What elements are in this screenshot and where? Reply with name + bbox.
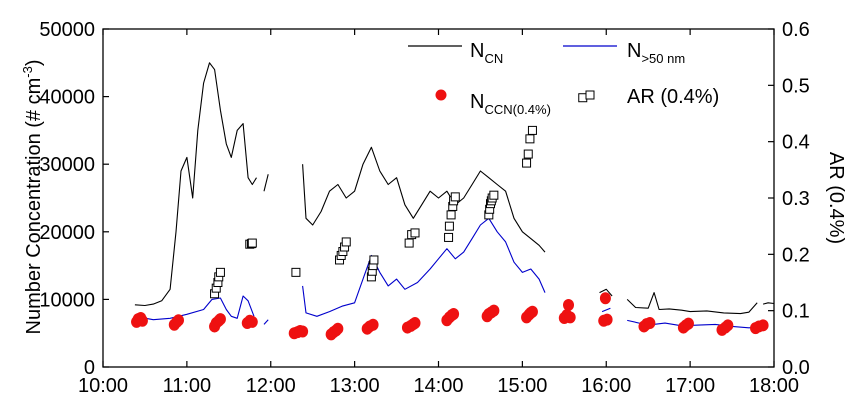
legend: NCN N>50 nm NCCN(0.4%) AR (0.4%): [408, 40, 719, 117]
x-tick-label: 11:00: [163, 375, 212, 397]
series-n_50-segment: [302, 217, 546, 317]
ar-point: [446, 210, 456, 220]
y-right-tick-label: 0.1: [782, 301, 810, 323]
y-right-tick-label: 0.3: [782, 188, 810, 210]
ccn-point: [599, 292, 611, 305]
series-n_cn-segment: [599, 288, 613, 297]
y-left-tick-label: 20000: [39, 222, 95, 244]
axis-ticks: 10:00 11:00 12:00 13:00 14:00 15:00 16:00 17:00…: [39, 19, 809, 397]
x-tick-label: 14:00: [413, 375, 463, 397]
legend-n-ccn-main: N: [470, 91, 484, 113]
legend-n-cn-label: NCN: [470, 40, 503, 66]
legend-n-ccn-marker: [435, 89, 447, 101]
ar-point: [523, 149, 533, 159]
ar-point: [525, 134, 535, 144]
x-tick-label: 16:00: [581, 375, 631, 397]
ar-point: [522, 158, 532, 168]
legend-n-ccn-label: NCCN(0.4%): [470, 91, 551, 117]
ar-point: [444, 221, 454, 231]
series-n_50-segment: [601, 307, 611, 313]
ar-point: [341, 237, 351, 247]
ar-point: [369, 255, 379, 265]
ar-point: [489, 190, 499, 200]
series-n_cn-segment: [134, 62, 257, 307]
legend-ar-marker: [585, 90, 595, 100]
plot-area: [102, 28, 775, 368]
ar-point: [404, 238, 414, 248]
series-n_cn-segment: [302, 146, 546, 253]
y-left-tick-label: 40000: [39, 87, 95, 109]
series-n_cn-segment: [762, 302, 775, 305]
legend-n-50-main: N: [627, 40, 641, 62]
legend-n-ccn-sub: CCN(0.4%): [484, 102, 550, 117]
ar-point: [215, 267, 225, 277]
ccn-point: [757, 319, 769, 332]
y-left-tick-label: 30000: [39, 154, 95, 176]
x-tick-label: 13:00: [330, 375, 380, 397]
y-left-tick-label: 0: [84, 357, 95, 379]
y-right-tick-label: 0.0: [782, 357, 810, 379]
ar-point: [444, 232, 454, 242]
ccn-point: [644, 317, 656, 330]
legend-ar-label: AR (0.4%): [627, 86, 719, 108]
y-right-tick-label: 0.2: [782, 244, 810, 266]
y-right-tick-label: 0.5: [782, 75, 810, 97]
y-left-tick-label: 10000: [39, 289, 95, 311]
ccn-point: [246, 315, 258, 328]
series-n_cn-segment: [263, 174, 269, 192]
ccn-point: [564, 311, 576, 324]
series-n_cn-segment: [626, 292, 758, 315]
ar-point: [410, 228, 420, 238]
ar-point: [247, 238, 257, 248]
ccn-point: [722, 319, 734, 332]
ar-point: [450, 192, 460, 202]
ccn-point: [563, 299, 575, 312]
y-left-title-sup: -3: [20, 66, 35, 78]
x-tick-label: 17:00: [665, 375, 715, 397]
series-n_50-segment: [134, 295, 255, 321]
legend-n-50-label: N>50 nm: [627, 40, 685, 66]
ccn-point: [367, 318, 379, 331]
ccn-point: [526, 305, 538, 318]
y-right-tick-label: 0.6: [782, 19, 810, 41]
x-tick-label: 18:00: [749, 375, 799, 397]
ccn-point: [601, 313, 613, 326]
legend-n-cn-sub: CN: [484, 51, 503, 66]
legend-n-50-sub: >50 nm: [641, 51, 685, 66]
series-n_50-segment: [263, 319, 269, 325]
ccn-point: [448, 308, 460, 321]
ccn-point: [172, 314, 184, 327]
y-right-tick-label: 0.4: [782, 132, 810, 154]
ar-point: [291, 267, 301, 277]
ccn-point: [682, 317, 694, 330]
ccn-point: [214, 313, 226, 326]
y-left-tick-label: 50000: [39, 19, 95, 41]
y-right-title: AR (0.4%): [825, 152, 847, 244]
y-left-title-close: ): [23, 59, 45, 66]
ccn-point: [332, 322, 344, 335]
legend-n-cn-main: N: [470, 40, 484, 62]
x-tick-label: 15:00: [497, 375, 547, 397]
x-tick-label: 10:00: [78, 375, 128, 397]
y-left-title: Number Concentration (# cm-3): [20, 59, 45, 334]
ccn-point: [409, 317, 421, 330]
ccn-point: [488, 304, 500, 317]
ar-point: [527, 125, 537, 135]
ccn-point: [297, 325, 309, 338]
x-tick-label: 12:00: [246, 375, 296, 397]
ccn-point: [136, 314, 148, 327]
